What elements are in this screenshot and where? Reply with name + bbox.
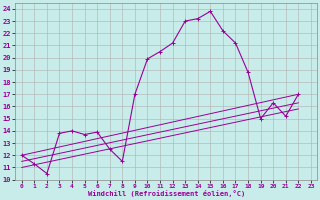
X-axis label: Windchill (Refroidissement éolien,°C): Windchill (Refroidissement éolien,°C) [88, 190, 245, 197]
